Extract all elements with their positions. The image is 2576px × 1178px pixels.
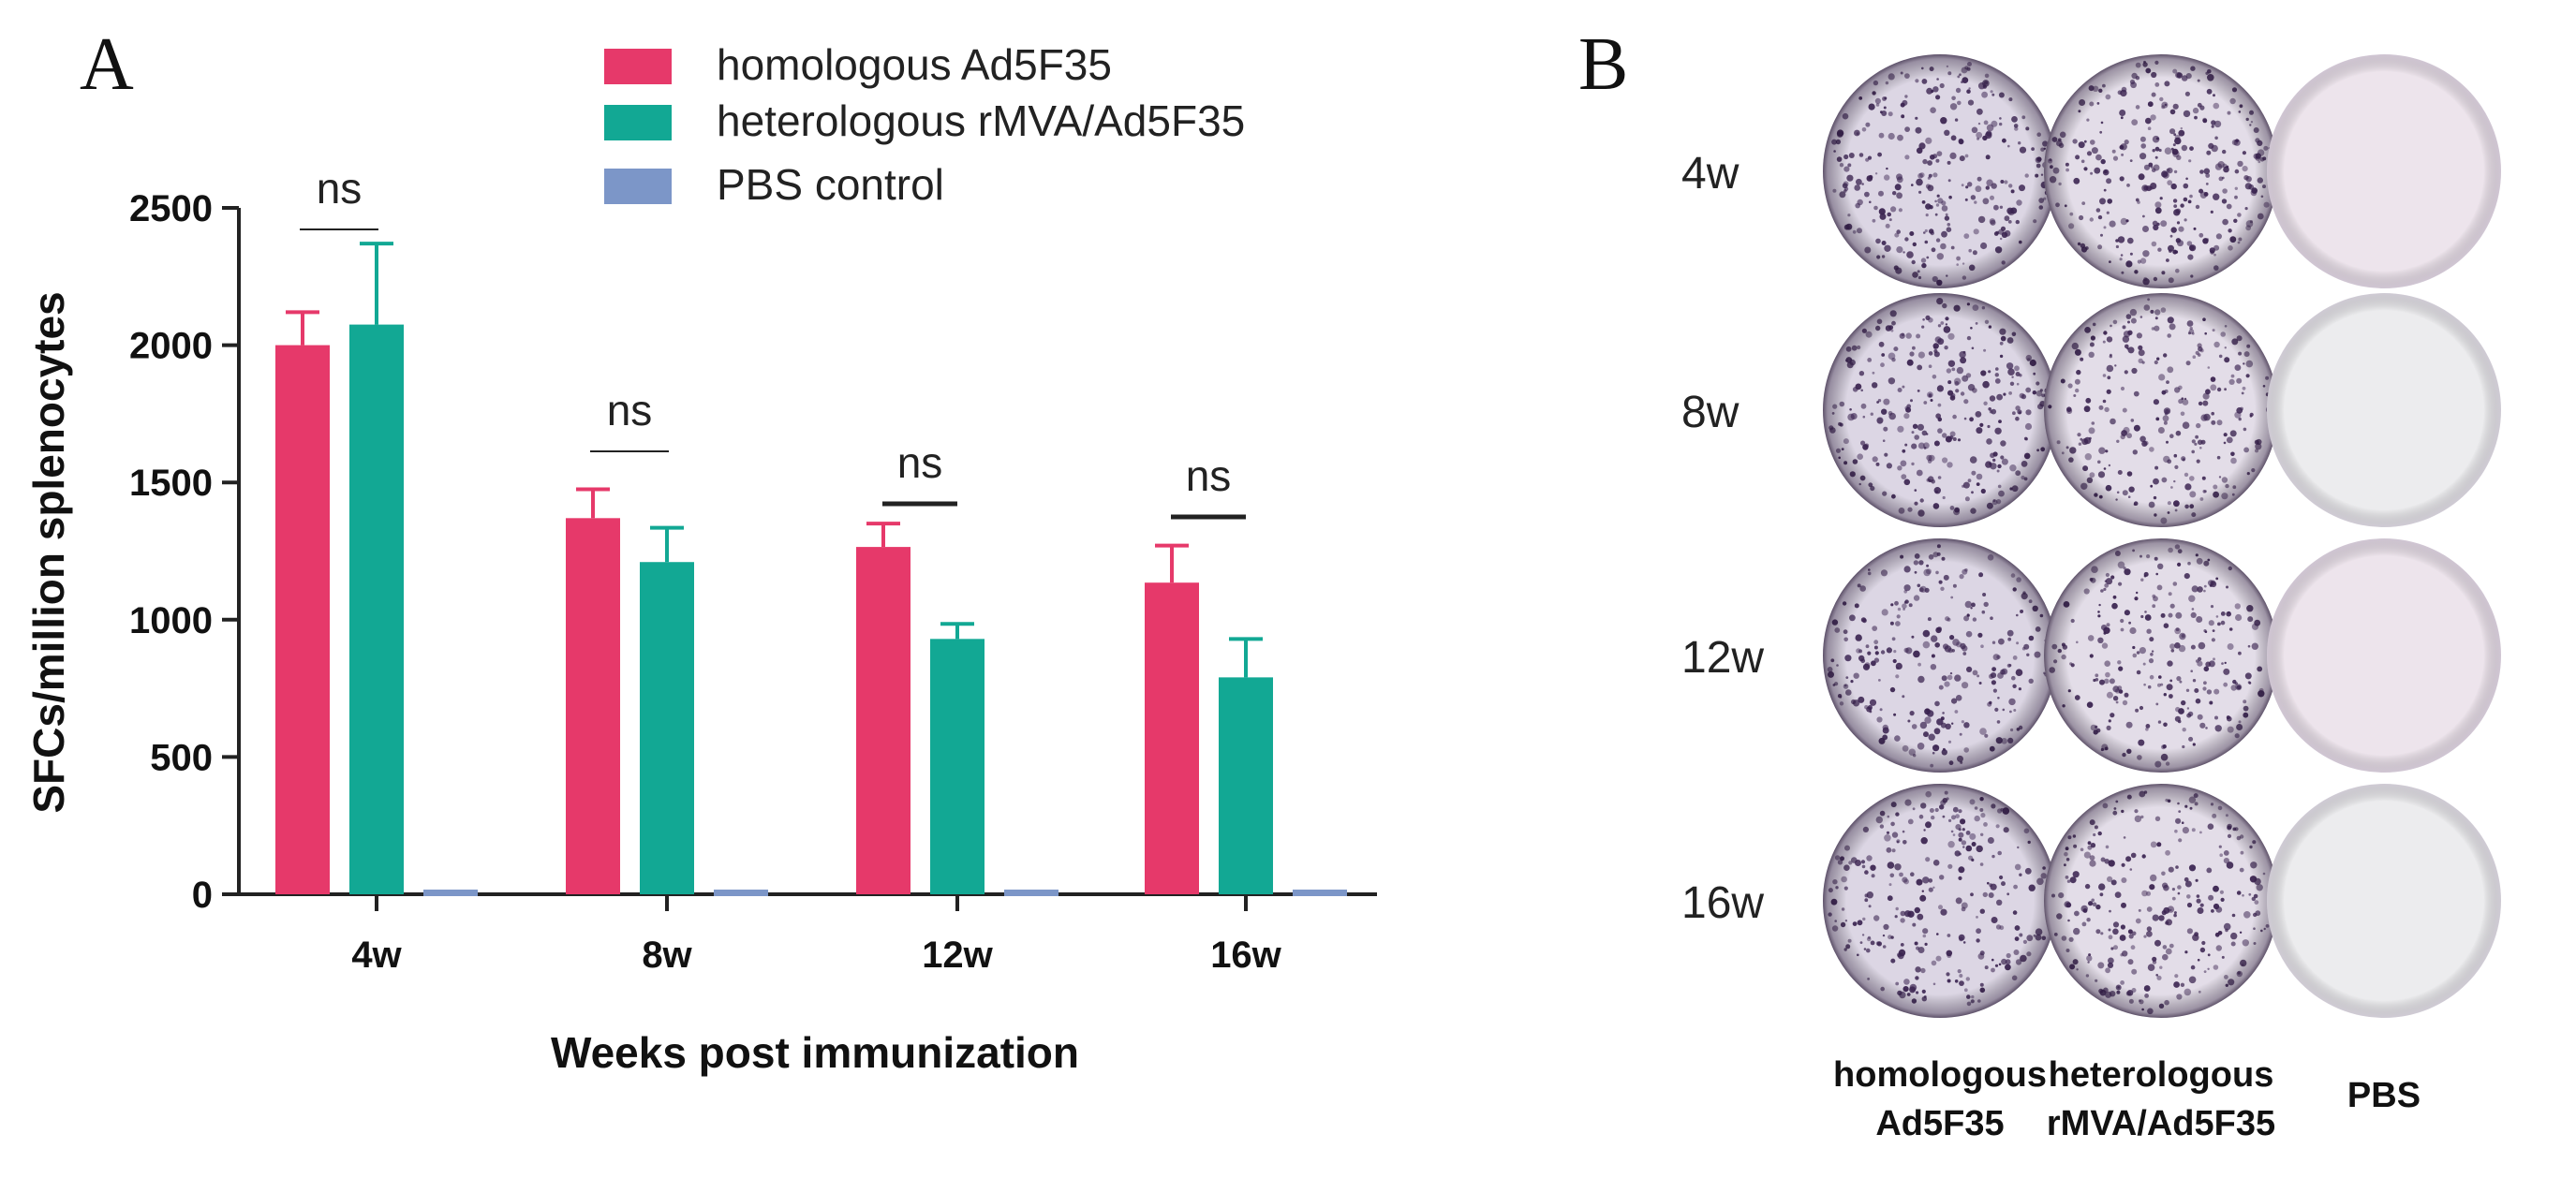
well-rim-shading [1823,54,2057,288]
row-label-12w: 12w [1681,633,1764,683]
column-label-homologous-ad5f35-line-2: Ad5F35 [1875,1104,2004,1143]
bar-homologous-ad5f35-4w [275,345,330,895]
well-12w-heterologous-rmva-ad5f35 [2044,538,2278,773]
significance-label-16w: ns [1186,451,1232,500]
row-labels: 4w 8w 12w 16w [1681,149,1764,928]
well-4w-heterologous-rmva-ad5f35 [2044,54,2278,288]
y-axis-label: SFCs/million splenocytes [24,291,73,813]
y-tick-label-1000: 1000 [129,600,213,641]
y-tick-label-2500: 2500 [129,188,213,229]
well-12w-homologous-ad5f35 [1823,538,2057,773]
well-8w-homologous-ad5f35 [1823,293,2057,527]
x-ticks: 4w 8w 12w 16w [351,894,1282,976]
panel-letter-a: A [80,23,134,106]
significance-label-4w: ns [317,164,363,213]
x-tick-label-12w: 12w [922,935,993,976]
well-rim-shading [2267,54,2501,288]
chart-axes [237,208,1377,896]
bar-pbs-control-12w [1004,890,1059,896]
chart-legend: homologous Ad5F35 heterologous rMVA/Ad5F3… [604,40,1245,209]
bar-heterologous-rmva-ad5f35-16w [1219,677,1273,894]
legend-label-heterologous-rmva-ad5f35: heterologous rMVA/Ad5F35 [717,96,1245,145]
y-ticks: 0 500 1000 1500 2000 2500 [129,188,239,916]
y-tick-label-2000: 2000 [129,326,213,367]
legend-swatch-homologous-ad5f35 [604,49,672,84]
bars [275,242,1347,896]
legend-label-pbs-control: PBS control [717,160,944,209]
well-16w-heterologous-rmva-ad5f35 [2044,784,2278,1018]
x-axis-label: Weeks post immunization [551,1028,1079,1077]
well-12w-pbs [2267,538,2501,773]
x-tick-label-16w: 16w [1210,935,1281,976]
well-4w-pbs [2267,54,2501,288]
bar-homologous-ad5f35-16w [1145,582,1199,894]
well-rim-shading [2044,293,2278,527]
legend-label-homologous-ad5f35: homologous Ad5F35 [717,40,1112,89]
panel-letter-b: B [1578,23,1628,106]
well-rim-shading [2044,54,2278,288]
bar-homologous-ad5f35-12w [856,547,910,894]
bar-homologous-ad5f35-8w [566,518,620,894]
well-rim-shading [2267,293,2501,527]
bar-heterologous-rmva-ad5f35-4w [349,324,404,894]
x-tick-label-4w: 4w [351,935,402,976]
bar-heterologous-rmva-ad5f35-12w [930,639,985,894]
column-label-heterologous-rmva-ad5f35-line-2: rMVA/Ad5F35 [2047,1104,2275,1143]
significance-label-12w: ns [897,438,943,487]
well-8w-heterologous-rmva-ad5f35 [2044,293,2278,527]
well-rim-shading [1823,784,2057,1018]
well-8w-pbs [2267,293,2501,527]
well-rim-shading [2267,784,2501,1018]
wells-grid [1823,54,2501,1018]
column-label-heterologous-rmva-ad5f35-line-1: heterologous [2049,1055,2274,1095]
row-label-16w: 16w [1681,878,1764,928]
column-labels: homologous Ad5F35 heterologous rMVA/Ad5F35 P… [1833,1055,2421,1143]
y-tick-label-1500: 1500 [129,463,213,504]
well-rim-shading [1823,538,2057,773]
well-16w-homologous-ad5f35 [1823,784,2057,1018]
legend-swatch-pbs-control [604,169,672,204]
y-tick-label-500: 500 [150,737,213,778]
row-label-8w: 8w [1681,388,1740,437]
well-4w-homologous-ad5f35 [1823,54,2057,288]
x-tick-label-8w: 8w [642,935,692,976]
row-label-4w: 4w [1681,149,1740,199]
bar-pbs-control-16w [1293,890,1347,896]
well-rim-shading [1823,293,2057,527]
significance-annotations: ns ns ns ns [300,164,1246,520]
bar-pbs-control-8w [714,890,768,896]
bar-chart-panel-a: A homologous Ad5F35 heterologous rMVA/Ad5… [24,23,1377,1077]
significance-label-8w: ns [607,386,653,434]
y-tick-label-0: 0 [192,875,213,916]
well-rim-shading [2044,538,2278,773]
legend-swatch-heterologous-rmva-ad5f35 [604,105,672,140]
column-label-homologous-ad5f35-line-1: homologous [1833,1055,2047,1095]
well-16w-pbs [2267,784,2501,1018]
well-rim-shading [2044,784,2278,1018]
bar-heterologous-rmva-ad5f35-8w [640,562,694,894]
column-label-pbs-line-1: PBS [2347,1076,2421,1115]
elispot-wells-panel-b: B 4w 8w 12w 16w homologous Ad5F35 heterologou… [1578,23,2501,1143]
bar-pbs-control-4w [423,890,478,896]
well-rim-shading [2267,538,2501,773]
